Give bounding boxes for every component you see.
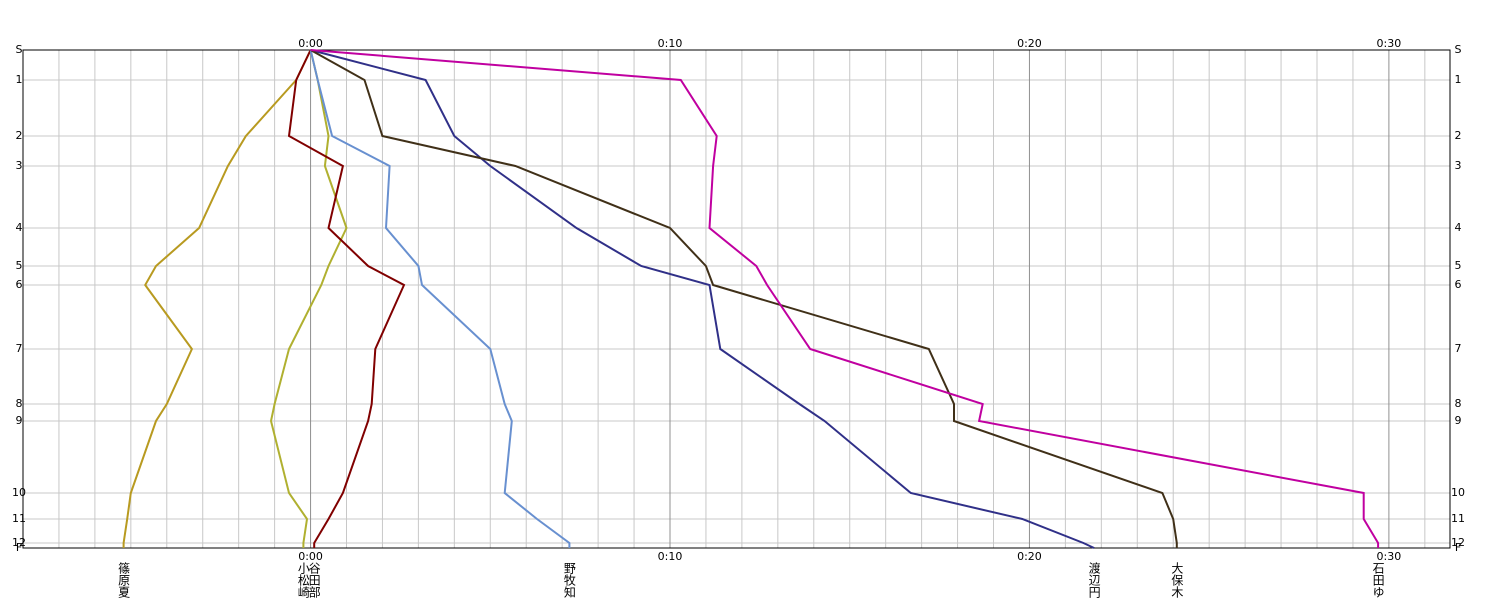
x-tick-label: 0:30 xyxy=(1377,37,1402,50)
control-label: 8 xyxy=(16,397,23,410)
control-label: 10 xyxy=(12,486,26,499)
control-label: S xyxy=(1455,43,1462,56)
x-tick-label: 0:20 xyxy=(1017,550,1042,563)
control-label: 4 xyxy=(16,221,23,234)
control-label: 8 xyxy=(1455,397,1462,410)
runner-line xyxy=(287,49,406,548)
control-label: F xyxy=(1455,541,1461,554)
runner-label: 野牧知 xyxy=(562,562,576,599)
x-tick-label: 0:00 xyxy=(298,550,323,563)
control-label: 3 xyxy=(16,159,23,172)
x-tick-label: 0:30 xyxy=(1377,550,1402,563)
control-label: 5 xyxy=(1455,259,1462,272)
control-label: 2 xyxy=(1455,129,1462,142)
plot-border xyxy=(22,49,1451,549)
runner-label: 大保木 xyxy=(1170,562,1184,598)
runner-line xyxy=(269,49,348,548)
runner-line xyxy=(310,49,1178,548)
runner-label: 石田ゆ xyxy=(1371,562,1385,598)
control-label: 4 xyxy=(1455,221,1462,234)
runner-line xyxy=(310,49,1095,549)
control-label: 3 xyxy=(1455,159,1462,172)
runner-label: 小松崎 xyxy=(296,562,310,598)
control-label: 2 xyxy=(16,129,23,142)
runner-label: 谷田部 xyxy=(307,562,321,598)
control-label: 1 xyxy=(16,73,23,86)
runner-line xyxy=(309,49,571,548)
control-label: 6 xyxy=(16,278,23,291)
control-label: S xyxy=(16,43,23,56)
control-label: 9 xyxy=(16,414,23,427)
control-label: 7 xyxy=(16,342,23,355)
control-label: 7 xyxy=(1455,342,1462,355)
x-tick-label: 0:20 xyxy=(1017,37,1042,50)
control-label: 1 xyxy=(1455,73,1462,86)
control-label: 10 xyxy=(1451,486,1465,499)
x-tick-label: 0:10 xyxy=(658,37,683,50)
control-label: 11 xyxy=(12,512,26,525)
runner-label: 渡辺円 xyxy=(1087,561,1101,598)
runner-line xyxy=(122,49,312,548)
control-label: 11 xyxy=(1451,512,1465,525)
control-label: 9 xyxy=(1455,414,1462,427)
control-label: 6 xyxy=(1455,278,1462,291)
x-tick-label: 0:10 xyxy=(658,550,683,563)
control-label: F xyxy=(16,541,22,554)
control-label: 12 xyxy=(1451,536,1465,549)
runner-line xyxy=(310,49,1380,548)
control-label: 5 xyxy=(16,259,23,272)
runner-label: 篠原夏 xyxy=(117,561,131,598)
x-tick-label: 0:00 xyxy=(298,37,323,50)
